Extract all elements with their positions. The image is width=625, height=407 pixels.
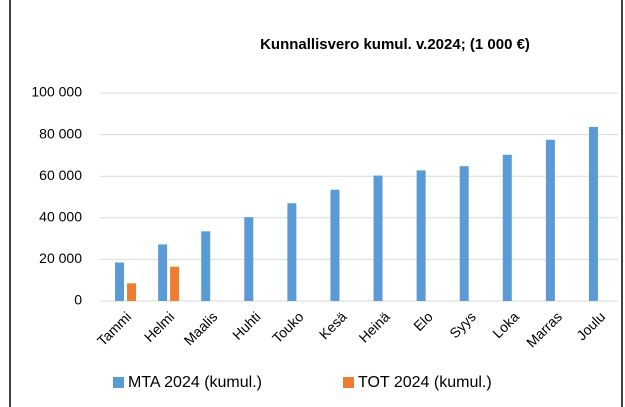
legend-swatch: [343, 377, 354, 388]
bar: [244, 217, 254, 301]
bar: [127, 283, 137, 301]
y-tick-label: 100 000: [31, 84, 82, 100]
x-tick-label: Joulu: [573, 308, 608, 343]
chart-title: Kunnallisvero kumul. v.2024; (1 000 €): [260, 36, 530, 53]
y-tick-label: 0: [74, 292, 82, 308]
legend-label: TOT 2024 (kumul.): [358, 374, 492, 391]
x-tick-label: Helmi: [141, 308, 178, 345]
x-tick-label: Kesä: [316, 308, 350, 342]
x-tick-label: Touko: [269, 308, 307, 346]
x-tick-label: Marras: [523, 308, 565, 350]
bar: [502, 154, 512, 301]
x-tick-label: Elo: [410, 308, 436, 334]
bar: [416, 170, 426, 301]
bar: [459, 166, 469, 301]
y-tick-label: 60 000: [39, 167, 82, 183]
x-tick-label: Loka: [489, 308, 522, 341]
bar: [287, 203, 297, 301]
bar: [330, 189, 340, 301]
bar: [170, 266, 180, 301]
bar: [201, 231, 211, 301]
bar: [373, 175, 383, 301]
frame: [9, 0, 623, 407]
x-tick-label: Heinä: [356, 308, 393, 345]
bar: [588, 126, 598, 302]
bar: [545, 139, 555, 301]
y-tick-label: 80 000: [39, 125, 82, 141]
y-tick-label: 40 000: [39, 209, 82, 225]
bar: [158, 244, 168, 301]
x-tick-label: Maalis: [181, 308, 221, 348]
legend-swatch: [113, 377, 124, 388]
bar: [115, 262, 125, 301]
x-tick-label: Tammi: [94, 308, 134, 348]
legend-label: MTA 2024 (kumul.): [128, 374, 262, 391]
y-tick-label: 20 000: [39, 250, 82, 266]
x-tick-label: Huhti: [229, 308, 263, 342]
x-tick-label: Syys: [446, 308, 479, 341]
